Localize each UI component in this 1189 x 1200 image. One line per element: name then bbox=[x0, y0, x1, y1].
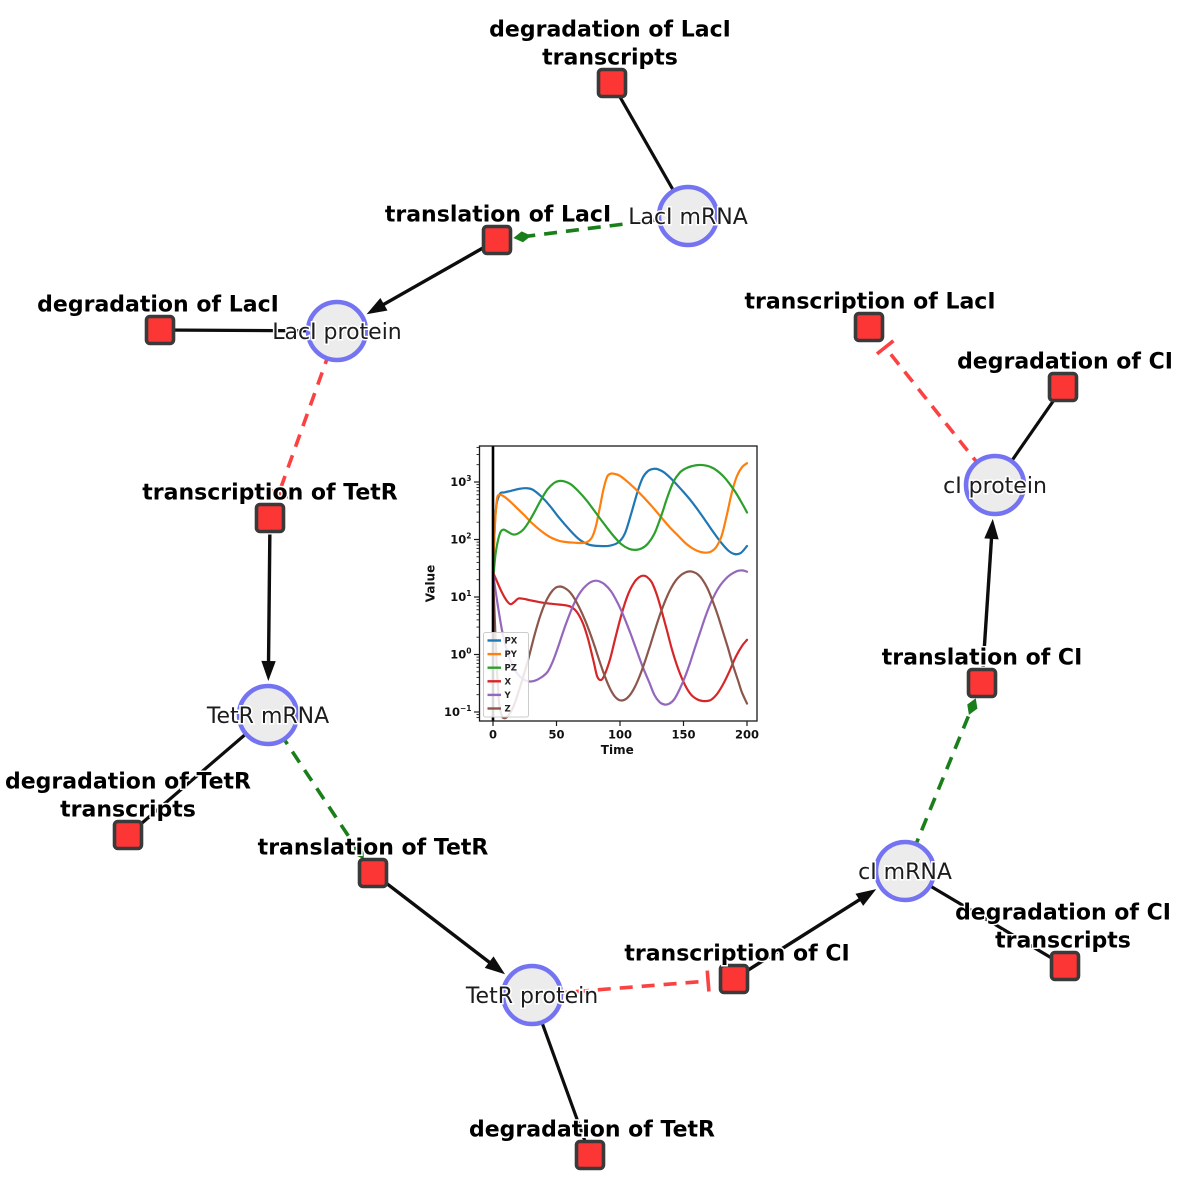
species-layer bbox=[236, 184, 1027, 1027]
edge-arrow-shaft bbox=[376, 246, 484, 310]
species-label-tetr_protein: TetR protein bbox=[465, 984, 598, 1009]
species-node-laci_mrna bbox=[656, 184, 720, 248]
reaction-node-transl_tetr bbox=[357, 857, 389, 889]
edge-arrow-transl_tetr-tetr_protein bbox=[385, 881, 506, 975]
series-line-PZ bbox=[491, 463, 749, 584]
axis-ticks: 0 50 100 150 200 103 102 101 100 10−1 bbox=[444, 446, 759, 742]
species-label-ci_mrna: cI mRNA bbox=[858, 860, 952, 885]
tbar-inhibitor-icon bbox=[875, 339, 895, 356]
reaction-node-transl_ci bbox=[966, 667, 998, 699]
reaction-node-deg_laci_tx bbox=[596, 67, 628, 99]
reaction-node-transl_laci bbox=[481, 224, 513, 256]
reaction-node-deg_tetr bbox=[574, 1139, 606, 1171]
legend-label-PZ: PZ bbox=[505, 664, 517, 674]
y-tick-label: 101 bbox=[450, 589, 471, 604]
reaction-label-deg_tetr_tx-line1: transcripts bbox=[60, 798, 196, 823]
edge-arrow-transl_ci-ci_protein bbox=[981, 518, 999, 667]
reaction-label-tx_laci-line0: transcription of LacI bbox=[744, 290, 995, 315]
edge-arrow-tx_tetr-tetr_mrna bbox=[261, 534, 276, 682]
reaction-node-tx_tetr bbox=[254, 502, 286, 534]
arrowhead-icon bbox=[855, 889, 877, 906]
diamond-arrowhead-icon bbox=[353, 844, 364, 860]
tbar-inhibitor-icon bbox=[268, 488, 290, 499]
reaction-label-deg_ci_tx-line1: transcripts bbox=[995, 929, 1131, 954]
legend-label-Z: Z bbox=[505, 705, 511, 715]
inset-chart: 0 50 100 150 20010310210110010−1TimeValuePXP… bbox=[423, 434, 773, 757]
edge-arrow-shaft bbox=[266, 534, 272, 670]
edge-arrow-shaft bbox=[747, 894, 868, 972]
chart-legend: PX PY PZ XYZ bbox=[483, 632, 529, 718]
series-line-PX bbox=[491, 467, 749, 576]
y-axis-label: Value bbox=[424, 565, 438, 603]
x-tick-label: 100 bbox=[608, 728, 632, 742]
reaction-label-deg_ci_tx-line0: degradation of CI bbox=[955, 901, 1171, 926]
species-label-laci_protein: LacI protein bbox=[272, 320, 402, 345]
reaction-node-deg_ci bbox=[1047, 371, 1079, 403]
label-layer: degradation of LacI transcripts translatio… bbox=[3, 16, 1174, 1144]
arrowhead-icon bbox=[484, 956, 506, 975]
reaction-label-tx_tetr-line0: transcription of TetR bbox=[142, 481, 398, 506]
legend-label-PX: PX bbox=[505, 637, 518, 647]
species-label-ci_protein: cI protein bbox=[943, 474, 1047, 499]
edge-arrow-tx_ci-ci_mrna bbox=[747, 889, 877, 972]
reaction-label-transl_tetr-line0: translation of TetR bbox=[258, 836, 489, 861]
arrowhead-icon bbox=[261, 660, 276, 682]
edge-arrow-shaft bbox=[981, 530, 994, 667]
edge-arrow-transl_laci-laci_protein bbox=[366, 246, 484, 315]
reaction-label-deg_ci-line0: degradation of CI bbox=[957, 350, 1173, 375]
axes-box bbox=[478, 445, 758, 722]
reaction-label-transl_laci-line0: translation of LacI bbox=[385, 203, 611, 228]
reaction-layer bbox=[112, 67, 1081, 1171]
x-tick-label: 0 bbox=[489, 728, 497, 742]
reaction-label-tx_ci-line0: transcription of CI bbox=[624, 942, 849, 967]
species-node-tetr_mrna bbox=[236, 683, 300, 747]
arrowhead-icon bbox=[366, 298, 388, 315]
series-line-Y bbox=[491, 569, 749, 706]
reaction-node-tx_ci bbox=[718, 963, 750, 995]
species-node-ci_mrna bbox=[873, 839, 937, 903]
reaction-node-tx_laci bbox=[853, 311, 885, 343]
reaction-label-deg_laci-line0: degradation of LacI bbox=[37, 293, 279, 318]
diamond-arrowhead-icon bbox=[967, 698, 978, 715]
x-tick-label: 50 bbox=[548, 728, 564, 742]
series-line-PY bbox=[491, 462, 749, 581]
y-tick-label: 102 bbox=[450, 532, 471, 547]
species-node-ci_protein bbox=[963, 453, 1027, 517]
y-tick-label: 100 bbox=[450, 647, 471, 662]
species-node-tetr_protein bbox=[500, 963, 564, 1027]
reaction-label-deg_tetr_tx-line0: degradation of TetR bbox=[5, 770, 251, 795]
reaction-label-transl_ci-line0: translation of CI bbox=[882, 646, 1083, 671]
arrowhead-icon bbox=[984, 518, 999, 540]
series-line-X bbox=[491, 571, 749, 703]
tbar-inhibitor-icon bbox=[705, 970, 711, 992]
x-tick-label: 150 bbox=[671, 728, 695, 742]
reaction-label-deg_laci_tx-line0: degradation of LacI bbox=[489, 18, 731, 43]
legend-label-PY: PY bbox=[505, 650, 518, 660]
diamond-arrowhead-icon bbox=[513, 231, 532, 243]
edge-arrow-shaft bbox=[385, 881, 497, 969]
reaction-label-deg_tetr-line0: degradation of TetR bbox=[469, 1118, 715, 1143]
x-tick-label: 200 bbox=[735, 728, 759, 742]
y-tick-label: 103 bbox=[450, 474, 471, 489]
legend-label-X: X bbox=[505, 677, 512, 687]
reaction-node-deg_laci bbox=[144, 314, 176, 346]
reaction-node-deg_tetr_tx bbox=[112, 819, 144, 851]
species-label-tetr_mrna: TetR mRNA bbox=[206, 704, 329, 729]
species-label-laci_mrna: LacI mRNA bbox=[628, 205, 748, 230]
species-node-laci_protein bbox=[305, 299, 369, 363]
legend-label-Y: Y bbox=[504, 691, 512, 701]
reaction-label-deg_laci_tx-line1: transcripts bbox=[542, 46, 678, 71]
reaction-node-deg_ci_tx bbox=[1049, 950, 1081, 982]
y-tick-label: 10−1 bbox=[444, 704, 472, 719]
x-axis-label: Time bbox=[601, 743, 634, 757]
